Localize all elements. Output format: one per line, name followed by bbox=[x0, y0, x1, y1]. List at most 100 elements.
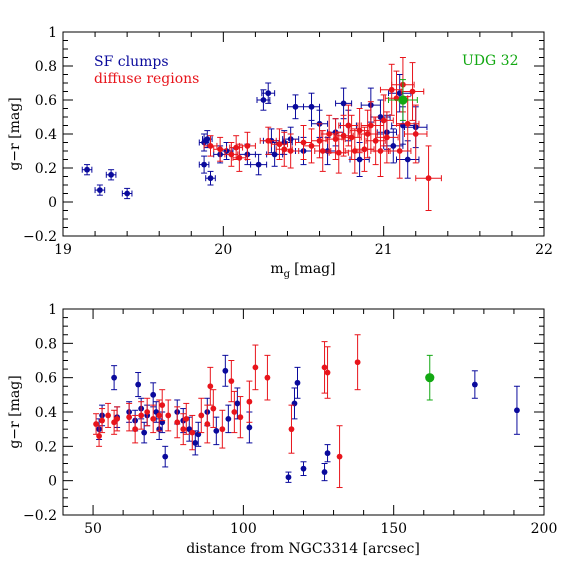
point-marker bbox=[354, 359, 361, 366]
y-tick-label: 0.8 bbox=[35, 336, 57, 352]
data-point bbox=[294, 366, 301, 399]
point-marker bbox=[217, 146, 224, 153]
point-marker bbox=[396, 148, 403, 154]
point-marker bbox=[114, 415, 121, 422]
data-point bbox=[121, 187, 133, 200]
data-point bbox=[285, 471, 292, 483]
point-marker bbox=[326, 131, 333, 137]
bottom-y-axis-title: g−r [mag] bbox=[7, 375, 23, 448]
x-tick-label: 150 bbox=[380, 521, 407, 537]
point-marker bbox=[409, 88, 416, 95]
data-point bbox=[219, 409, 226, 449]
data-point bbox=[261, 82, 276, 104]
point-marker bbox=[207, 383, 214, 390]
data-point bbox=[383, 128, 404, 164]
point-marker bbox=[383, 134, 390, 141]
data-point bbox=[156, 399, 163, 432]
data-point bbox=[328, 131, 349, 174]
data-point bbox=[259, 126, 277, 155]
bottom-tick-labels: 50 100 150 200 −0.2 0 0.2 0.4 0.6 0.8 1 bbox=[23, 302, 557, 537]
top-x-axis-title-main: m bbox=[270, 261, 283, 277]
point-marker bbox=[404, 156, 411, 163]
data-point bbox=[320, 114, 338, 154]
top-tick-marks bbox=[62, 31, 545, 237]
point-marker bbox=[308, 143, 315, 149]
data-point bbox=[425, 354, 435, 401]
data-point bbox=[231, 390, 238, 434]
point-marker bbox=[372, 137, 379, 144]
data-point bbox=[222, 354, 229, 387]
x-tick-label: 20 bbox=[214, 242, 232, 258]
point-marker bbox=[234, 400, 241, 407]
point-marker bbox=[285, 474, 292, 481]
y-tick-label: 1 bbox=[48, 25, 57, 41]
data-point bbox=[513, 385, 520, 435]
data-point bbox=[238, 131, 256, 160]
data-point bbox=[395, 140, 420, 179]
data-point bbox=[111, 409, 118, 435]
data-point bbox=[252, 344, 259, 391]
data-point bbox=[303, 92, 321, 121]
data-point bbox=[321, 463, 328, 482]
legend-sf-clumps: SF clumps bbox=[94, 54, 169, 70]
point-marker bbox=[162, 453, 169, 460]
data-point bbox=[138, 401, 145, 430]
top-tick-labels: 19 20 21 22 −0.2 0 0.2 0.4 0.6 0.8 1 bbox=[23, 25, 553, 258]
point-marker bbox=[236, 154, 243, 161]
point-marker bbox=[380, 117, 387, 124]
data-point bbox=[354, 334, 361, 391]
point-marker bbox=[260, 97, 267, 103]
data-point bbox=[201, 130, 213, 149]
y-tick-label: 1 bbox=[48, 302, 57, 318]
data-point bbox=[250, 153, 268, 176]
point-marker bbox=[231, 409, 238, 415]
data-point bbox=[471, 370, 478, 399]
data-point bbox=[338, 104, 359, 147]
point-marker bbox=[207, 143, 214, 149]
top-y-axis-title: g−r [mag] bbox=[7, 97, 23, 170]
data-point bbox=[229, 135, 244, 160]
data-point bbox=[395, 96, 420, 152]
point-marker bbox=[141, 429, 148, 436]
point-marker bbox=[252, 364, 259, 371]
point-marker bbox=[207, 175, 214, 182]
point-marker bbox=[324, 450, 331, 457]
y-tick-label: 0.4 bbox=[35, 405, 57, 421]
point-marker bbox=[135, 381, 142, 388]
data-point bbox=[400, 62, 425, 121]
data-point bbox=[189, 414, 196, 451]
x-tick-label: 22 bbox=[535, 242, 553, 258]
point-marker bbox=[108, 171, 114, 178]
data-point bbox=[159, 389, 166, 422]
point-marker bbox=[364, 131, 371, 137]
y-tick-label: 0.8 bbox=[35, 59, 57, 75]
data-point bbox=[360, 101, 381, 150]
point-marker bbox=[150, 391, 157, 398]
data-point bbox=[165, 399, 172, 432]
legend-diffuse-regions: diffuse regions bbox=[94, 71, 199, 87]
point-marker bbox=[204, 136, 211, 143]
point-marker bbox=[99, 417, 105, 424]
bottom-panel: 50 100 150 200−0.200.20.40.60.81 g−r [mag] … bbox=[7, 302, 557, 557]
point-marker bbox=[111, 374, 118, 381]
point-marker bbox=[276, 141, 283, 148]
y-tick-label: −0.2 bbox=[23, 229, 57, 245]
data-point bbox=[213, 136, 228, 162]
y-tick-label: 0.2 bbox=[35, 161, 57, 177]
point-marker bbox=[150, 415, 157, 422]
point-marker bbox=[138, 412, 145, 419]
point-marker bbox=[514, 407, 520, 414]
point-marker bbox=[340, 100, 347, 107]
data-point bbox=[174, 406, 181, 439]
top-x-axis-title-unit: [mag] bbox=[294, 261, 336, 277]
data-point bbox=[204, 404, 211, 444]
udg-point bbox=[398, 95, 408, 105]
data-point bbox=[415, 145, 442, 211]
point-marker bbox=[324, 369, 331, 376]
bottom-x-axis-title: distance from NGC3314 [arcsec] bbox=[186, 541, 420, 557]
point-marker bbox=[174, 419, 181, 426]
top-panel: 19 20 21 22 −0.2 0 0.2 0.4 0.6 0.8 1 SF clumps dif… bbox=[7, 25, 553, 280]
data-point bbox=[111, 365, 118, 391]
data-point bbox=[264, 354, 271, 401]
